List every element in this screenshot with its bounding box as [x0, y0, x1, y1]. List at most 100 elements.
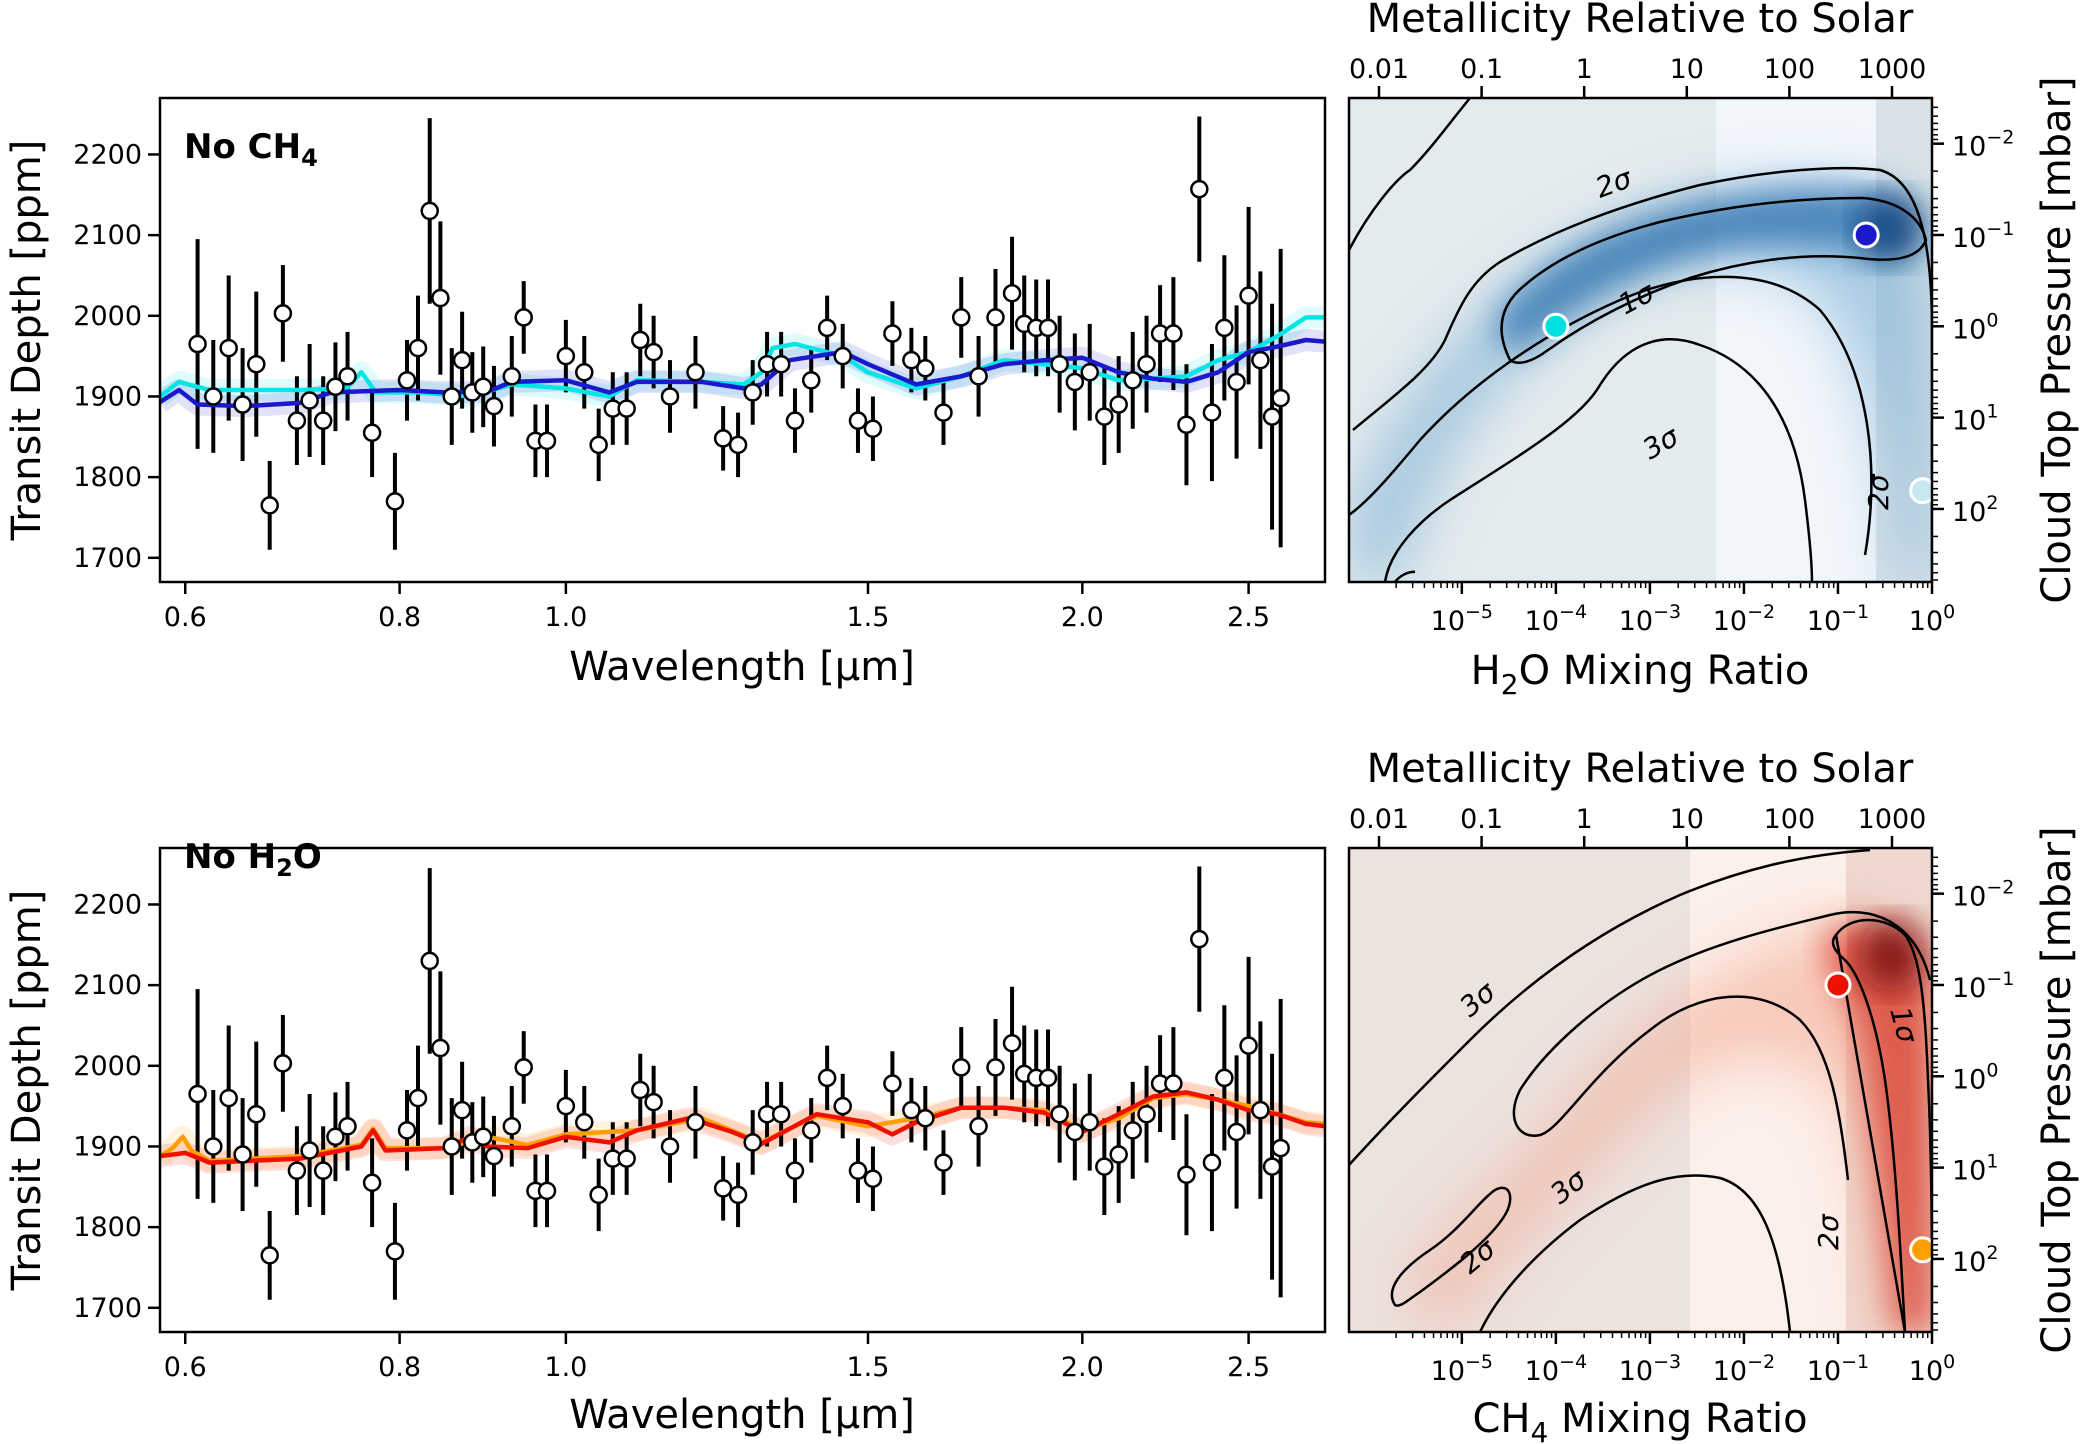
spectrum-panel-bottom: No H2O 0.6 0.8 1.0 1.5 2.0 2.5 17001800190020… [4, 837, 1327, 1438]
data-point [431, 1038, 450, 1058]
posterior-density-core [1496, 188, 1912, 350]
data-point [1137, 1104, 1156, 1124]
axes-frame [158, 846, 1327, 1334]
data-point [300, 1141, 319, 1160]
heatmap-image-ch4: 3σ 1σ 3σ 2σ 2σ [1349, 848, 1932, 1332]
tick-base: 10 [1909, 606, 1943, 637]
y-tick-label: 1800 [73, 1212, 142, 1243]
data-point [771, 1104, 791, 1124]
data-point [556, 346, 576, 366]
tick-base: 10 [1525, 1356, 1559, 1387]
data-point [1239, 286, 1258, 305]
data-point [848, 1161, 868, 1180]
data-point [934, 403, 953, 422]
data-point [728, 1185, 748, 1205]
data-point [833, 346, 852, 366]
tick-exponent: −5 [1465, 1351, 1493, 1373]
data-point [916, 358, 935, 378]
data-point [1227, 1122, 1246, 1142]
data-point [1095, 1157, 1114, 1176]
data-point [1080, 1113, 1099, 1132]
x-tick-label: 1.0 [544, 602, 587, 633]
metallicity-axis-ticks: 0.01 0.1 1 10 100 1000 [1349, 804, 1926, 848]
data-point [1065, 372, 1085, 392]
x-axis-ticks: 0.6 0.8 1.0 1.5 2.0 2.5 [164, 582, 1270, 633]
x-tick-label: 10−2 [1713, 601, 1775, 637]
x-tick-label: 10−2 [1713, 1351, 1775, 1387]
tick-base: 10 [1619, 606, 1653, 637]
data-point [502, 1117, 522, 1136]
y-tick-label: 1800 [73, 462, 142, 493]
x-axis-label-part: H [1471, 648, 1501, 694]
data-point [686, 363, 705, 382]
data-point [1123, 371, 1142, 390]
data-point [728, 435, 748, 455]
y-axis-label: Cloud Top Pressure [mbar] [2034, 76, 2080, 603]
y-tick-label: 102 [1952, 1242, 1998, 1278]
data-point [537, 1181, 557, 1201]
data-point [247, 1104, 266, 1124]
best-fit-markers [1542, 221, 1932, 505]
data-point [951, 308, 971, 327]
data-point [1109, 395, 1128, 414]
data-point [644, 342, 663, 362]
data-point [631, 1080, 650, 1100]
data-point [644, 1092, 663, 1112]
tick-base: 10 [1952, 497, 1986, 528]
data-point [420, 201, 439, 221]
top-tick-label: 10 [1670, 54, 1704, 85]
x-tick-label: 10−1 [1807, 601, 1869, 637]
contour-3sigma [1349, 848, 1871, 1332]
data-point [575, 363, 594, 382]
data-point [1080, 363, 1099, 382]
x-tick-label: 10−5 [1431, 1351, 1493, 1387]
x-axis-label: Wavelength [μm] [569, 644, 915, 690]
data-point [408, 1088, 428, 1108]
data-point [188, 334, 207, 354]
data-point [1262, 407, 1282, 426]
tick-base: 10 [1952, 314, 1986, 345]
y-tick-label: 1900 [73, 381, 142, 412]
tick-base: 10 [1952, 1156, 1986, 1187]
tick-exponent: −2 [1986, 127, 2014, 149]
tick-exponent: −3 [1653, 601, 1681, 623]
best-fit-marker [1909, 1236, 1932, 1264]
data-point [484, 396, 504, 416]
x-axis-label: H2O Mixing Ratio [1471, 648, 1810, 701]
best-fit-marker [1542, 312, 1570, 340]
data-point [617, 1149, 636, 1168]
data-point [1215, 1068, 1234, 1088]
x-axis-label-subscript: 4 [1530, 1416, 1548, 1444]
contour-2sigma [1390, 910, 1932, 1307]
best-fit-marker [1852, 221, 1880, 249]
tick-base: 10 [1952, 406, 1986, 437]
y-tick-label: 2200 [73, 139, 142, 170]
data-point [1164, 324, 1183, 343]
data-point [969, 367, 988, 386]
tick-exponent: 0 [1943, 1351, 1955, 1373]
y-tick-label: 2100 [73, 220, 142, 251]
x-tick-label: 1.5 [846, 602, 889, 633]
y-axis-ticks: 1700 1800 1900 2000 2100 2200 [73, 139, 160, 574]
tick-exponent: 1 [1986, 401, 1998, 423]
x-axis-label-part: Mixing Ratio [1548, 1396, 1807, 1442]
data-point [1190, 929, 1209, 949]
posterior-density-broad [1400, 919, 1932, 1332]
data-point [660, 387, 680, 406]
data-point [385, 492, 405, 511]
top-tick-label: 1 [1576, 804, 1593, 835]
x-tick-label: 100 [1909, 1351, 1955, 1387]
contour-2sigma [1349, 166, 1932, 582]
data-point [442, 387, 462, 406]
y-axis-label: Transit Depth [ppm] [4, 890, 50, 1292]
data-point [219, 338, 238, 358]
panel-label-subscript: 2 [276, 854, 293, 882]
y-tick-label: 10−2 [1952, 877, 2014, 913]
x-tick-label: 10−3 [1619, 601, 1681, 637]
x-tick-label: 10−5 [1431, 601, 1493, 637]
data-point [801, 371, 821, 390]
top-tick-label: 0.01 [1349, 54, 1409, 85]
heatmap-image-h2o: 2σ 1σ 3σ 2σ [1349, 98, 1932, 582]
